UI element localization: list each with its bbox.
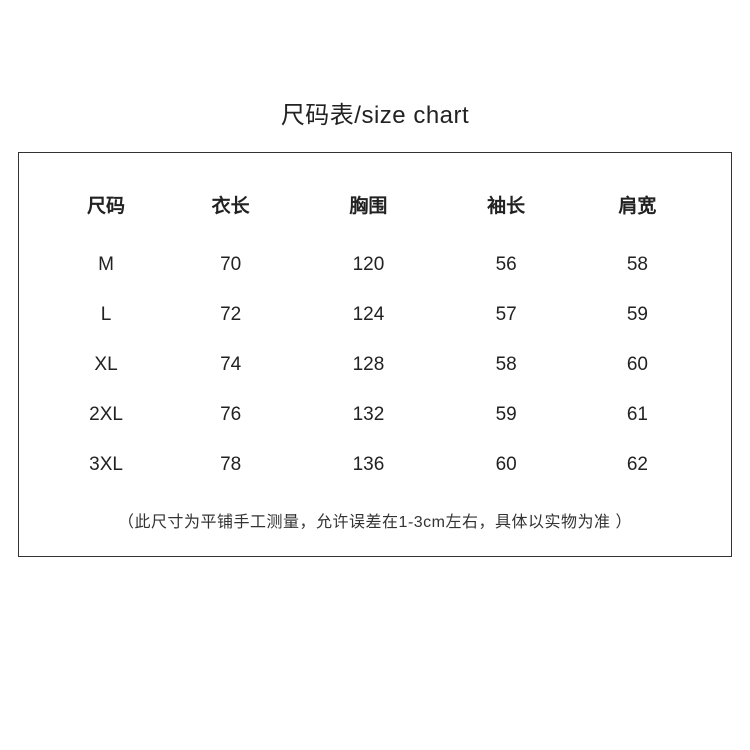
cell-length: 78	[165, 440, 296, 490]
table-row: L 72 124 57 59	[47, 290, 703, 340]
size-chart-table: 尺码 衣长 胸围 袖长 肩宽 M 70 120 56 58 L 72	[47, 181, 703, 490]
cell-length: 76	[165, 390, 296, 440]
cell-length: 74	[165, 340, 296, 390]
cell-shoulder: 58	[572, 240, 703, 290]
cell-sleeve: 58	[441, 340, 572, 390]
cell-chest: 132	[296, 390, 440, 440]
table-header-row: 尺码 衣长 胸围 袖长 肩宽	[47, 181, 703, 240]
size-chart-frame: 尺码 衣长 胸围 袖长 肩宽 M 70 120 56 58 L 72	[18, 152, 732, 557]
col-chest: 胸围	[296, 181, 440, 240]
cell-chest: 124	[296, 290, 440, 340]
col-shoulder: 肩宽	[572, 181, 703, 240]
table-row: M 70 120 56 58	[47, 240, 703, 290]
cell-shoulder: 61	[572, 390, 703, 440]
cell-sleeve: 56	[441, 240, 572, 290]
cell-length: 70	[165, 240, 296, 290]
cell-shoulder: 62	[572, 440, 703, 490]
cell-shoulder: 60	[572, 340, 703, 390]
cell-size: XL	[47, 340, 165, 390]
table-row: XL 74 128 58 60	[47, 340, 703, 390]
measurement-note: （此尺寸为平铺手工测量，允许误差在1-3cm左右，具体以实物为准 ）	[47, 490, 703, 532]
cell-sleeve: 60	[441, 440, 572, 490]
table-row: 3XL 78 136 60 62	[47, 440, 703, 490]
cell-size: 2XL	[47, 390, 165, 440]
cell-size: M	[47, 240, 165, 290]
cell-size: L	[47, 290, 165, 340]
cell-length: 72	[165, 290, 296, 340]
cell-chest: 136	[296, 440, 440, 490]
col-length: 衣长	[165, 181, 296, 240]
cell-sleeve: 59	[441, 390, 572, 440]
cell-size: 3XL	[47, 440, 165, 490]
cell-shoulder: 59	[572, 290, 703, 340]
cell-chest: 120	[296, 240, 440, 290]
page-title: 尺码表/size chart	[0, 0, 750, 152]
cell-sleeve: 57	[441, 290, 572, 340]
cell-chest: 128	[296, 340, 440, 390]
col-size: 尺码	[47, 181, 165, 240]
col-sleeve: 袖长	[441, 181, 572, 240]
table-row: 2XL 76 132 59 61	[47, 390, 703, 440]
size-chart-page: 尺码表/size chart 尺码 衣长 胸围 袖长 肩宽	[0, 0, 750, 750]
